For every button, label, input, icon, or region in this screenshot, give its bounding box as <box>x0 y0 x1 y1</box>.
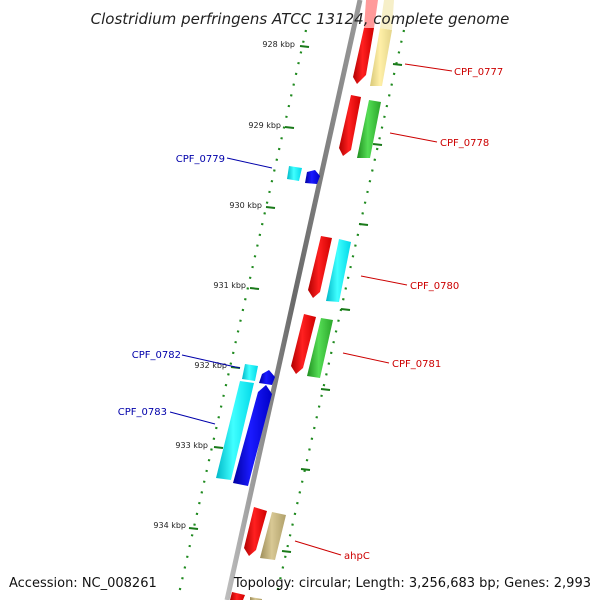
gene-ahpc-red-arrow <box>244 507 267 556</box>
gene-cpf-0783-blue-arrow <box>233 385 272 486</box>
tick-label-934: 934 kbp <box>153 521 186 530</box>
tick-mark-929 <box>284 126 295 129</box>
dotted-forward-line <box>274 29 406 599</box>
gene-cpf-0781-green-bar <box>307 318 333 378</box>
gene-cpf-0777-yellow-bar <box>370 28 392 86</box>
leader-line-cpf-0780 <box>360 275 408 286</box>
tick-mark-928 <box>299 45 310 48</box>
tick-mark-fwd-5 <box>320 388 331 391</box>
tick-mark-934 <box>188 527 199 530</box>
leader-line-cpf-0778 <box>389 132 438 143</box>
tick-mark-fwd-7 <box>281 550 292 553</box>
gene-cpf-0782-blue-arrow <box>259 370 275 385</box>
gene-bottom-red-bar <box>230 592 245 600</box>
leader-line-cpf-0777 <box>404 63 453 72</box>
gene-cpf-0780-cyan-bar <box>326 239 351 302</box>
leader-line-cpf-0781 <box>342 352 390 364</box>
tick-mark-fwd-6 <box>300 468 311 471</box>
tick-mark-fwd-1 <box>392 63 403 66</box>
gene-bottom-partial <box>230 592 262 600</box>
leader-line-cpf-0782 <box>181 354 241 369</box>
gene-label-cpf-0777[interactable]: CPF_0777 <box>454 67 503 78</box>
gene-bottom-olive-bar <box>250 597 262 600</box>
backbone-line <box>224 0 363 601</box>
gene-cpf-0780-red-arrow <box>308 236 332 298</box>
accession-text: Accession: NC_008261 <box>9 576 157 591</box>
dotted-scale-line <box>176 29 308 599</box>
gene-label-cpf-0778[interactable]: CPF_0778 <box>440 138 489 149</box>
tick-labels: 928 kbp 929 kbp 930 kbp 931 kbp 932 kbp … <box>153 40 295 530</box>
tick-mark-fwd-4 <box>340 308 351 311</box>
tick-mark-930 <box>265 206 276 209</box>
tick-label-933: 933 kbp <box>175 441 208 450</box>
gene-label-cpf-0780[interactable]: CPF_0780 <box>410 281 459 292</box>
gene-labels: CPF_0777 CPF_0778 CPF_0779 CPF_0780 CPF_… <box>118 67 503 562</box>
gene-cpf-0779[interactable] <box>287 166 320 184</box>
tick-mark-933 <box>213 446 224 449</box>
tick-label-929: 929 kbp <box>248 121 281 130</box>
topology-text: Topology: circular; Length: 3,256,683 bp… <box>233 576 591 591</box>
gene-yellow-top-cap <box>380 0 394 30</box>
gene-cpf-0779-blue-arrow <box>305 170 320 184</box>
gene-cpf-0778[interactable] <box>339 95 381 158</box>
gene-label-cpf-0779[interactable]: CPF_0779 <box>176 154 225 165</box>
gene-cpf-0782-cyan-bar <box>242 364 258 381</box>
leader-line-cpf-0783 <box>169 411 216 425</box>
gene-label-cpf-0782[interactable]: CPF_0782 <box>132 350 181 361</box>
gene-cpf-0780[interactable] <box>308 236 351 302</box>
tick-label-932: 932 kbp <box>194 361 227 370</box>
leader-line-cpf-0779 <box>226 157 273 169</box>
gene-cpf-0783-cyan-bar <box>216 381 254 480</box>
leader-line-ahpc <box>294 540 342 556</box>
tick-mark-931 <box>249 287 260 290</box>
gene-cpf-0777[interactable] <box>353 0 394 86</box>
page-title: Clostridium perfringens ATCC 13124, comp… <box>91 10 510 28</box>
gene-cpf-0781-red-arrow <box>291 314 316 374</box>
gene-cpf-0781[interactable] <box>291 314 333 378</box>
gene-label-cpf-0781[interactable]: CPF_0781 <box>392 359 441 370</box>
gene-red-top-cap <box>364 0 378 28</box>
gene-ahpc-olive-bar <box>260 512 286 560</box>
gene-cpf-0782[interactable] <box>242 364 275 385</box>
gene-cpf-0778-red-arrow <box>339 95 361 156</box>
gene-cpf-0778-green-bar <box>357 100 381 158</box>
leader-lines <box>169 63 453 556</box>
tick-label-931: 931 kbp <box>213 281 246 290</box>
tick-label-930: 930 kbp <box>229 201 262 210</box>
gene-label-cpf-0783[interactable]: CPF_0783 <box>118 407 167 418</box>
tick-mark-fwd-2 <box>372 143 383 146</box>
gene-ahpc[interactable] <box>244 507 286 560</box>
tick-label-928: 928 kbp <box>262 40 295 49</box>
gene-cpf-0777-red-arrow <box>353 28 374 84</box>
gene-cpf-0779-cyan-bar <box>287 166 302 181</box>
tick-mark-fwd-3 <box>358 223 369 226</box>
gene-label-ahpc[interactable]: ahpC <box>344 551 370 562</box>
gene-cpf-0783[interactable] <box>216 381 272 486</box>
